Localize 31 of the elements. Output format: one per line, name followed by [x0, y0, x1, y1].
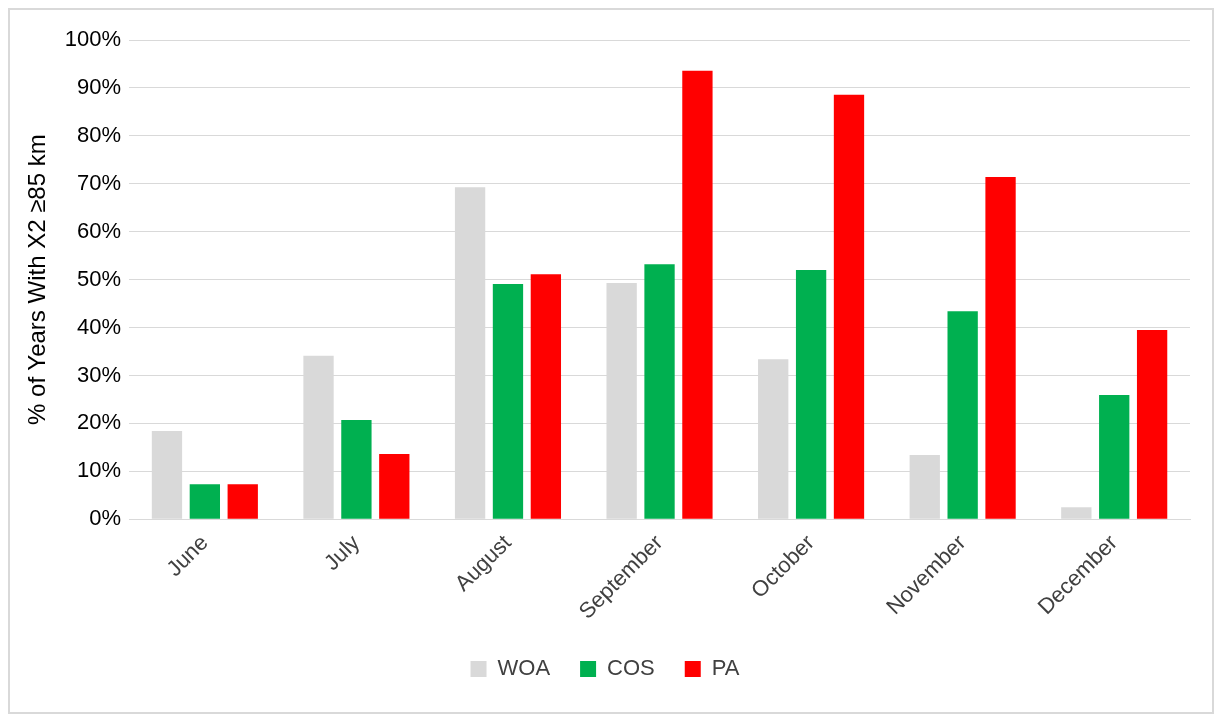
- y-tick-label: 100%: [64, 26, 122, 52]
- bar: [341, 420, 372, 519]
- y-tick-label: 20%: [77, 409, 122, 435]
- y-tick-label: 90%: [77, 73, 122, 99]
- bar: [227, 484, 258, 519]
- bar: [1061, 507, 1092, 519]
- bar: [682, 70, 713, 519]
- legend-label: WOA: [497, 655, 551, 681]
- bar: [379, 454, 410, 519]
- bar: [833, 94, 865, 519]
- y-tick-label: 50%: [77, 265, 122, 291]
- bar: [644, 264, 675, 519]
- x-tick-label: July: [318, 529, 365, 576]
- bar: [1136, 329, 1168, 519]
- bar: [189, 484, 221, 519]
- bar: [947, 311, 978, 519]
- y-tick-label: 60%: [77, 217, 122, 243]
- bar: [1099, 395, 1130, 519]
- legend-label: PA: [711, 655, 740, 681]
- legend-label: COS: [607, 655, 655, 681]
- y-tick-label: 0%: [89, 505, 122, 531]
- y-tick-label: 10%: [77, 457, 122, 483]
- bar: [530, 274, 562, 519]
- y-axis-title: % of Years With X2 ≥85 km: [23, 134, 51, 425]
- y-tick-label: 70%: [77, 169, 122, 195]
- y-tick-label: 30%: [77, 361, 122, 387]
- bar: [795, 270, 827, 519]
- y-tick-label: 40%: [77, 313, 122, 339]
- bar: [985, 177, 1016, 519]
- bar: [492, 283, 524, 519]
- y-tick-label: 80%: [77, 121, 122, 147]
